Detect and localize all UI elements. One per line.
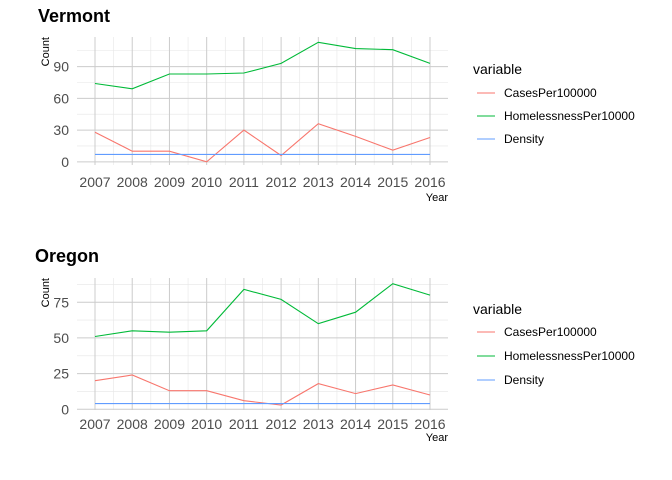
- x-tick-label: 2010: [191, 416, 222, 432]
- y-axis-label: Count: [40, 37, 52, 66]
- x-tick-label: 2016: [414, 416, 445, 432]
- y-tick-label: 90: [53, 59, 69, 75]
- x-tick-label: 2013: [303, 174, 334, 190]
- legend-label: HomelessnessPer10000: [504, 109, 635, 123]
- x-tick-label: 2013: [303, 416, 334, 432]
- series-line-homelessnessper10000: [94, 283, 431, 338]
- x-axis-label: Year: [426, 192, 449, 204]
- legend-label: CasesPer100000: [504, 86, 597, 100]
- y-axis-label: Count: [40, 278, 52, 307]
- x-tick-label: 2008: [117, 174, 148, 190]
- y-tick-label: 60: [53, 90, 69, 106]
- x-tick-label: 2011: [229, 174, 259, 190]
- x-tick-label: 2014: [340, 174, 371, 190]
- series-line-homelessnessper10000: [94, 41, 431, 90]
- oregon-panel: 0 25 50 75 2007 2008 2009 2010 2011 2012 2013 2014 2…: [35, 246, 635, 444]
- chart-title: Vermont: [38, 6, 110, 26]
- series-line-casesper100000: [94, 123, 431, 163]
- x-tick-label: 2007: [79, 174, 110, 190]
- x-tick-label: 2011: [229, 416, 259, 432]
- x-tick-label: 2016: [414, 174, 445, 190]
- x-tick-label: 2014: [340, 416, 371, 432]
- x-tick-label: 2015: [377, 174, 408, 190]
- legend-label: Density: [504, 132, 544, 146]
- series-line-casesper100000: [94, 374, 431, 406]
- y-tick-label: 75: [53, 294, 69, 310]
- y-tick-label: 25: [53, 366, 69, 382]
- x-axis-label: Year: [426, 432, 449, 444]
- x-tick-label: 2008: [117, 416, 148, 432]
- x-tick-label: 2010: [191, 174, 222, 190]
- y-tick-label: 50: [53, 330, 69, 346]
- x-tick-label: 2015: [377, 416, 408, 432]
- legend-label: CasesPer100000: [504, 325, 597, 339]
- y-tick-label: 0: [61, 401, 69, 417]
- legend-label: Density: [504, 373, 544, 387]
- x-tick-label: 2012: [266, 416, 297, 432]
- y-tick-label: 0: [61, 154, 69, 170]
- legend-label: HomelessnessPer10000: [504, 349, 635, 363]
- vermont-panel: 0 30 60 90 2007 2008 2009 2010 2011 2012 2013 2014 2…: [38, 6, 635, 204]
- x-tick-label: 2007: [79, 416, 110, 432]
- x-tick-label: 2009: [154, 416, 185, 432]
- chart-title: Oregon: [35, 246, 99, 266]
- y-tick-label: 30: [53, 122, 69, 138]
- x-tick-label: 2009: [154, 174, 185, 190]
- legend-title: variable: [473, 61, 522, 77]
- legend-title: variable: [473, 301, 522, 317]
- x-tick-label: 2012: [266, 174, 297, 190]
